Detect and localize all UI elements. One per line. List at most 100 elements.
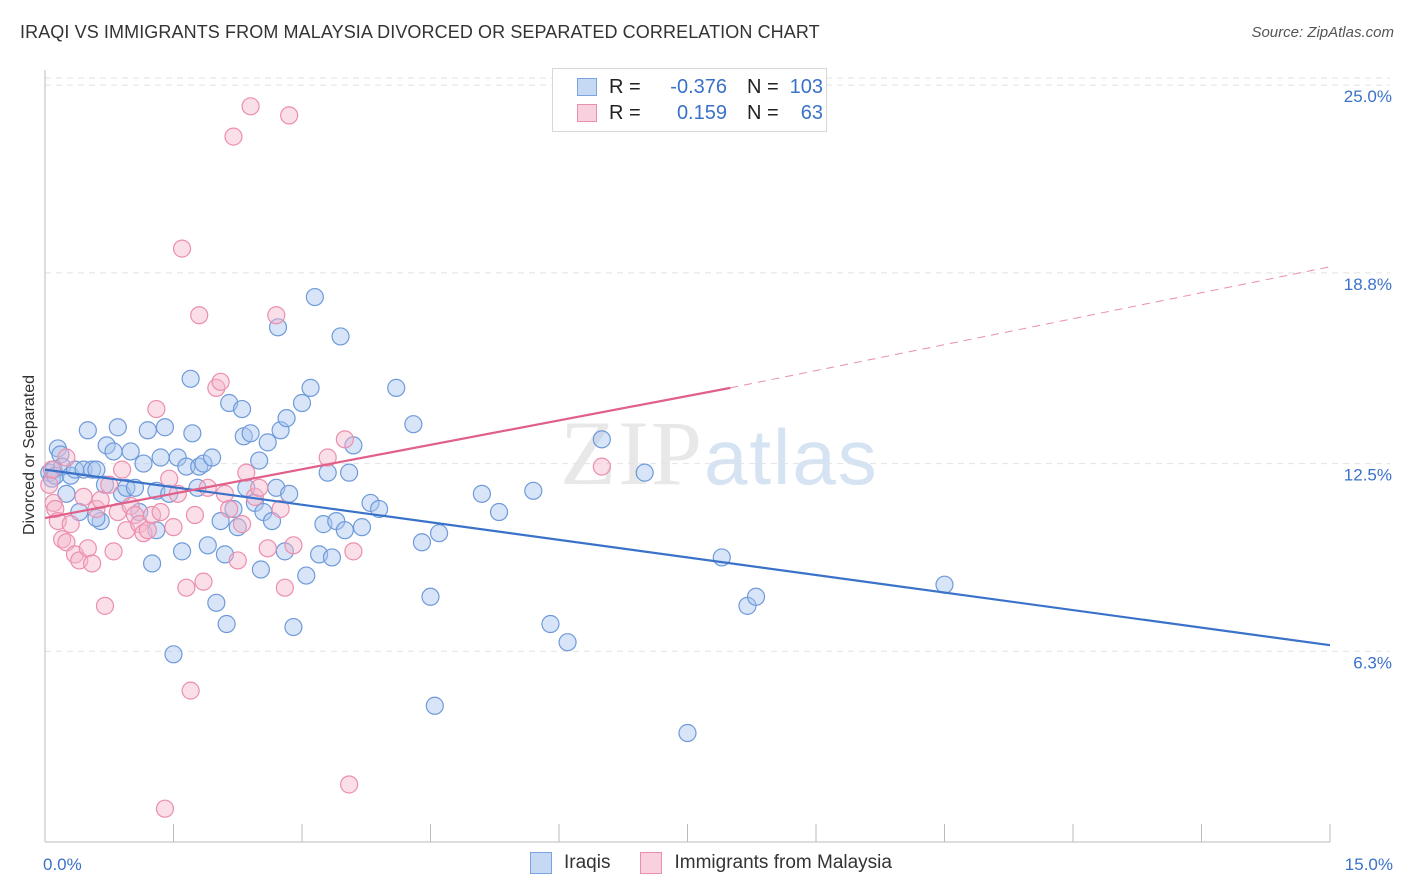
legend-swatch-iraqis (577, 78, 597, 96)
watermark: ZIPatlas (560, 400, 879, 506)
malaysia-point (220, 499, 239, 519)
malaysia-point (57, 448, 76, 467)
malaysia-point (284, 536, 303, 555)
malaysia-point (160, 469, 179, 488)
legend-row-iraqis: R = -0.376 N = 103 (577, 75, 823, 99)
malaysia-point (241, 97, 260, 116)
iraqis-point (250, 451, 269, 470)
legend-item-malaysia: Immigrants from Malaysia (640, 852, 892, 874)
iraqis-point (301, 378, 320, 397)
iraqis-point (97, 436, 116, 455)
malaysia-point (224, 127, 243, 146)
iraqis-point (78, 421, 97, 440)
legend-r-label: R = (609, 75, 641, 98)
iraqis-point (232, 399, 252, 419)
iraqis-point (104, 442, 123, 461)
legend-n-label: N = (747, 75, 779, 98)
iraqis-point (678, 723, 697, 743)
malaysia-point (95, 596, 115, 615)
iraqis-point (138, 421, 157, 440)
iraqis-point (57, 484, 76, 503)
watermark-zip: ZIP (560, 402, 704, 504)
legend-swatch-malaysia (577, 104, 597, 122)
malaysia-point (138, 521, 157, 540)
malaysia-point (78, 539, 97, 558)
chart-title: IRAQI VS IMMIGRANTS FROM MALAYSIA DIVORC… (20, 22, 820, 42)
iraqis-point (258, 433, 277, 452)
y-tick-label: 12.5% (1344, 466, 1392, 485)
legend-label-iraqis: Iraqis (564, 852, 611, 873)
malaysia-point (40, 475, 59, 494)
iraqis-point (387, 378, 406, 397)
malaysia-point (318, 448, 337, 467)
iraqis-point (177, 457, 196, 476)
malaysia-point (155, 799, 175, 818)
iraqis-point (305, 287, 324, 307)
iraqis-point (292, 393, 312, 413)
trend-lines (44, 266, 1331, 647)
stats-legend: R = -0.376 N = 103 R = 0.159 N = 63 (552, 68, 827, 132)
iraqis-point (277, 409, 296, 428)
malaysia-point (250, 478, 269, 497)
malaysia-point (83, 554, 102, 573)
iraqis-point (280, 484, 299, 503)
iraqis-point (142, 554, 162, 573)
iraqis-point (335, 521, 354, 540)
axes (44, 70, 1331, 843)
malaysia-point (275, 578, 294, 597)
iraqis-point (340, 463, 359, 482)
iraqis-point (134, 454, 153, 473)
iraqis-point (251, 560, 270, 579)
legend-item-iraqis: Iraqis (530, 852, 610, 874)
malaysia-point (112, 460, 132, 479)
iraqis-trend-line (44, 468, 1331, 647)
tick-labels: 6.3% 12.5% 18.8% 25.0% 0.0% 15.0% (43, 87, 1393, 874)
iraqis-point (322, 548, 342, 567)
malaysia-point (104, 542, 123, 561)
malaysia-point (151, 502, 170, 522)
iraqis-point (297, 566, 316, 585)
malaysia-point (61, 515, 80, 534)
malaysia-point (164, 518, 183, 537)
y-tick-label: 18.8% (1344, 275, 1392, 294)
iraqis-point (370, 499, 389, 519)
malaysia-point (190, 306, 209, 325)
legend-swatch-iraqis (530, 852, 552, 874)
iraqis-point (87, 460, 106, 479)
iraqis-point (241, 424, 260, 443)
legend-label-malaysia: Immigrants from Malaysia (674, 852, 892, 873)
iraqis-point (224, 499, 243, 519)
iraqis-point (331, 327, 350, 346)
iraqis-point (183, 424, 202, 443)
malaysia-point (194, 572, 213, 591)
iraqis-point (198, 536, 217, 555)
iraqis-point (472, 484, 491, 503)
malaysia-point (237, 463, 256, 482)
iraqis-point (83, 460, 102, 479)
malaysia-point (258, 539, 277, 558)
malaysia-point (592, 457, 611, 476)
x-tick-label: 0.0% (43, 855, 82, 874)
y-tick-label: 25.0% (1344, 87, 1392, 106)
malaysia-point (181, 681, 200, 700)
iraqis-point (524, 481, 543, 500)
malaysia-point (271, 499, 290, 519)
legend-n-label: N = (747, 101, 779, 124)
malaysia-point (177, 578, 196, 597)
malaysia-point (228, 551, 247, 570)
iraqis-point (172, 542, 192, 561)
legend-swatch-malaysia (640, 852, 663, 874)
iraqis-point (108, 418, 127, 437)
iraqis-point (541, 614, 560, 634)
malaysia-point (74, 487, 93, 506)
iraqis-point (352, 518, 372, 537)
legend-n-value: 103 (789, 75, 823, 98)
iraqis-point (412, 533, 432, 552)
series-legend: Iraqis Immigrants from Malaysia (530, 852, 922, 874)
iraqis-point (425, 696, 444, 715)
iraqis-point (217, 614, 236, 634)
iraqis-point (207, 593, 226, 612)
malaysia-trend-extension (730, 266, 1331, 389)
iraqis-points (40, 287, 954, 743)
iraqis-point (635, 463, 654, 482)
